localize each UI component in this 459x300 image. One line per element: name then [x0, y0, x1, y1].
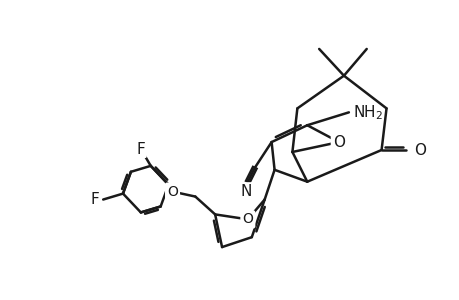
- Text: O: O: [332, 135, 344, 150]
- Text: O: O: [242, 212, 253, 226]
- Text: NH$_2$: NH$_2$: [352, 103, 382, 122]
- Text: F: F: [136, 142, 145, 157]
- Text: O: O: [414, 142, 425, 158]
- Text: O: O: [167, 184, 178, 199]
- Text: F: F: [90, 192, 99, 207]
- Text: N: N: [240, 184, 251, 199]
